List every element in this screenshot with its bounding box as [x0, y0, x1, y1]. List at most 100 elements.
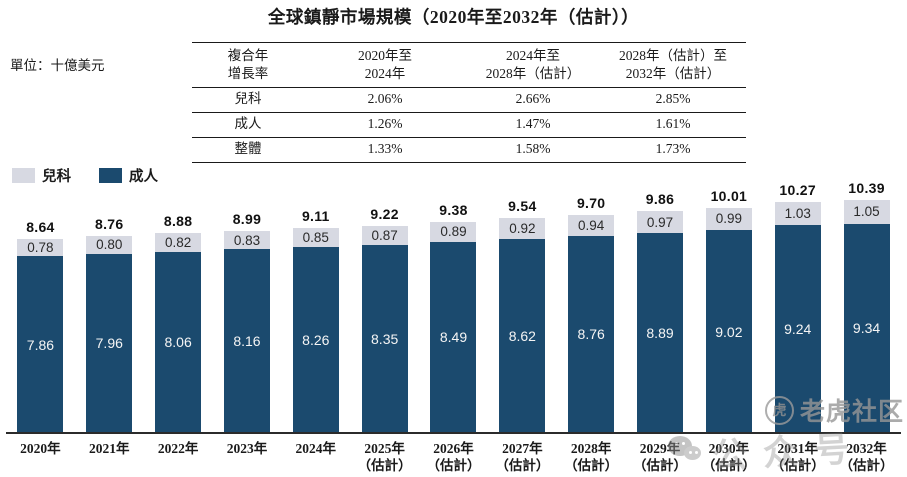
bar-column-2029年: 9.86 0.97 8.89 2029年 （估計） — [626, 180, 695, 477]
x-axis-label: 2023年 — [226, 441, 268, 456]
bar-total-label: 8.88 — [163, 213, 193, 230]
x-axis-label: 2021年 — [89, 441, 130, 456]
x-axis-label: 2029年 （估計） — [633, 441, 688, 473]
bar-stack: 8.76 0.80 7.96 — [75, 180, 144, 433]
cagr-col-header-1: 2024年至 2028年（估計） — [466, 41, 600, 89]
bar-segment-adult: 8.35 — [361, 245, 408, 433]
bar-total-label: 8.64 — [26, 218, 55, 235]
cagr-row-value: 2.66% — [466, 87, 600, 113]
unit-label: 單位：十億美元 — [10, 58, 105, 73]
bar-total-label: 9.54 — [508, 198, 537, 215]
legend-item-pediatric: 兒科 — [12, 165, 71, 186]
bar-stack: 10.01 0.99 9.02 — [694, 180, 763, 433]
bar-segment-pediatric: 0.82 — [155, 233, 202, 252]
bar-column-2020年: 8.64 0.78 7.86 2020年 — [6, 180, 75, 477]
bar-total-label: 10.39 — [848, 180, 885, 196]
bar-segment-adult: 9.34 — [843, 223, 890, 433]
cagr-row-value: 1.47% — [466, 112, 600, 138]
bar-column-2030年: 10.01 0.99 9.02 2030年 （估計） — [694, 180, 763, 477]
cagr-col-header-0: 2020年至 2024年 — [304, 41, 466, 89]
bar-column-2031年: 10.27 1.03 9.24 2031年 （估計） — [763, 180, 832, 477]
bar-total-label: 9.11 — [301, 208, 330, 225]
bar-stack: 9.38 0.89 8.49 — [419, 180, 488, 433]
bar-total-label: 10.27 — [779, 181, 816, 198]
cagr-row-value: 1.73% — [600, 137, 746, 163]
bar-segment-adult: 8.16 — [223, 249, 270, 433]
bar-column-2026年: 9.38 0.89 8.49 2026年 （估計） — [419, 180, 488, 477]
bar-stack: 9.54 0.92 8.62 — [488, 180, 557, 433]
cagr-table-row: 兒科 2.06% 2.66% 2.85% — [192, 87, 746, 113]
legend-swatch-pediatric — [12, 168, 35, 183]
bar-segment-pediatric: 0.87 — [361, 225, 408, 246]
cagr-table-header-row: 複合年 增長率 2020年至 2024年 2024年至 2028年（估計） 2028年（估計… — [192, 41, 746, 89]
x-axis-label: 2031年 （估計） — [770, 441, 825, 473]
bar-segment-pediatric: 0.97 — [637, 211, 684, 233]
bar-total-label: 8.99 — [232, 210, 262, 227]
bar-stack: 8.99 0.83 8.16 — [213, 180, 282, 433]
bar-total-label: 9.22 — [370, 205, 399, 222]
x-axis-label: 2027年 （估計） — [495, 441, 550, 473]
bar-segment-adult: 7.86 — [17, 256, 64, 433]
x-axis-line — [6, 432, 901, 434]
cagr-row-value: 1.33% — [304, 137, 466, 163]
bar-stack: 9.11 0.85 8.26 — [281, 180, 350, 433]
x-axis-label: 2022年 — [157, 441, 199, 456]
bar-total-label: 9.38 — [439, 201, 468, 218]
x-axis-label: 2026年 （估計） — [426, 441, 481, 473]
bar-segment-pediatric: 0.80 — [86, 235, 133, 254]
bar-segment-pediatric: 0.94 — [568, 214, 615, 236]
legend-label-adult: 成人 — [129, 169, 158, 185]
bar-total-label: 9.86 — [645, 191, 675, 208]
cagr-row-label: 成人 — [192, 112, 304, 138]
bar-column-2021年: 8.76 0.80 7.96 2021年 — [75, 180, 144, 477]
cagr-row-label: 兒科 — [192, 87, 304, 113]
bar-total-label: 9.70 — [576, 194, 606, 211]
legend: 兒科 成人 — [12, 165, 158, 186]
x-axis-label: 2020年 — [20, 441, 61, 456]
bar-segment-adult: 8.89 — [637, 232, 684, 433]
x-axis-label: 2032年 （估計） — [839, 441, 894, 473]
x-axis-label: 2030年 （估計） — [701, 441, 756, 473]
bar-segment-adult: 8.06 — [155, 251, 202, 433]
cagr-row-value: 1.26% — [304, 112, 466, 138]
cagr-table-row: 成人 1.26% 1.47% 1.61% — [192, 112, 746, 138]
cagr-table: 複合年 增長率 2020年至 2024年 2024年至 2028年（估計） 2028年（估計… — [192, 41, 746, 163]
cagr-col-header-2: 2028年（估計）至 2032年（估計） — [600, 41, 746, 89]
bar-segment-adult: 7.96 — [86, 253, 133, 433]
x-axis-label: 2028年 （估計） — [564, 441, 619, 473]
legend-label-pediatric: 兒科 — [42, 169, 71, 185]
bar-column-2028年: 9.70 0.94 8.76 2028年 （估計） — [557, 180, 626, 477]
cagr-row-value: 2.06% — [304, 87, 466, 113]
bar-column-2027年: 9.54 0.92 8.62 2027年 （估計） — [488, 180, 557, 477]
cagr-corner-header: 複合年 增長率 — [192, 41, 304, 89]
cagr-row-value: 2.85% — [600, 87, 746, 113]
bar-segment-pediatric: 1.05 — [843, 200, 890, 224]
bar-segment-adult: 8.49 — [430, 241, 477, 433]
x-axis-label: 2025年 （估計） — [357, 441, 412, 473]
cagr-row-label: 整體 — [192, 137, 304, 163]
x-axis-label: 2024年 — [295, 441, 337, 456]
bar-segment-pediatric: 0.99 — [705, 207, 752, 231]
bar-stack: 8.64 0.78 7.86 — [6, 180, 75, 433]
cagr-row-value: 1.58% — [466, 137, 600, 163]
stacked-bar-chart: 8.64 0.78 7.86 2020年 8.76 0.80 7.96 2021年 8.88 0.… — [6, 180, 901, 477]
bar-column-2024年: 9.11 0.85 8.26 2024年 — [281, 180, 350, 477]
bar-total-label: 10.01 — [710, 187, 748, 204]
bar-stack: 10.39 1.05 9.34 — [832, 180, 901, 433]
cagr-table-row: 整體 1.33% 1.58% 1.73% — [192, 137, 746, 163]
bar-segment-pediatric: 0.78 — [17, 238, 64, 257]
bar-total-label: 8.76 — [95, 215, 124, 232]
bar-segment-pediatric: 0.92 — [499, 218, 546, 240]
bar-segment-pediatric: 0.85 — [292, 228, 339, 248]
bar-segment-pediatric: 0.83 — [223, 230, 270, 250]
bar-column-2032年: 10.39 1.05 9.34 2032年 （估計） — [832, 180, 901, 477]
bar-stack: 9.70 0.94 8.76 — [557, 180, 626, 433]
bar-segment-adult: 8.62 — [499, 239, 546, 433]
bar-column-2022年: 8.88 0.82 8.06 2022年 — [144, 180, 213, 477]
bar-segment-adult: 9.02 — [705, 230, 752, 433]
bar-segment-adult: 9.24 — [774, 225, 821, 433]
cagr-row-value: 1.61% — [600, 112, 746, 138]
bar-stack: 9.22 0.87 8.35 — [350, 180, 419, 433]
bar-column-2023年: 8.99 0.83 8.16 2023年 — [213, 180, 282, 477]
